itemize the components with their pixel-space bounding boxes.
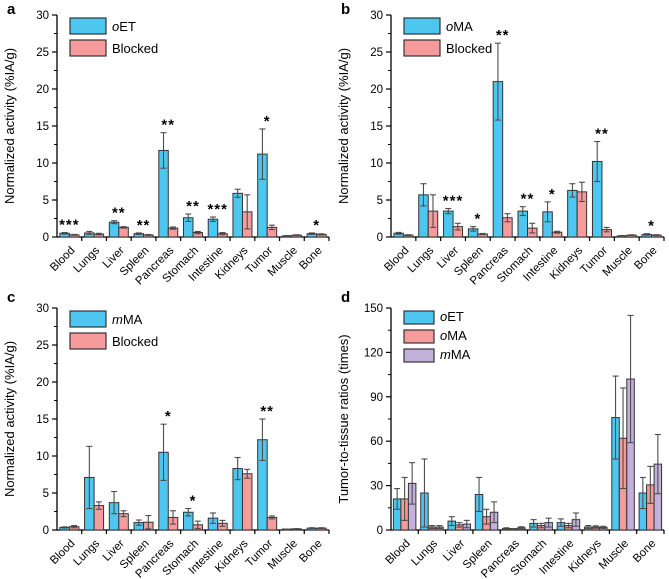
y-tick-label: 10 bbox=[36, 158, 49, 170]
y-tick-label: 5 bbox=[43, 488, 49, 500]
x-category-label: Bone bbox=[297, 538, 324, 565]
y-tick-label: 30 bbox=[36, 303, 49, 315]
significance-stars: * bbox=[190, 493, 197, 510]
significance-stars: * bbox=[648, 218, 655, 235]
legend-label: mMA bbox=[440, 347, 471, 362]
significance-stars: * bbox=[549, 186, 556, 203]
y-tick-label: 60 bbox=[370, 436, 383, 448]
panel-label-d: d bbox=[341, 289, 351, 306]
y-tick-label: 20 bbox=[370, 84, 383, 96]
panel-label-c: c bbox=[7, 289, 16, 306]
significance-stars: ** bbox=[186, 198, 200, 215]
legend-label: mMA bbox=[112, 312, 143, 327]
legend-swatch bbox=[69, 310, 107, 328]
significance-stars: * bbox=[165, 408, 172, 425]
y-tick-label: 120 bbox=[364, 347, 383, 359]
significance-stars: ** bbox=[496, 27, 510, 44]
y-tick-label: 30 bbox=[370, 481, 383, 493]
panel-c-chart: 051015202530****BloodLungsLiverSpleenPan… bbox=[2, 303, 330, 579]
legend-label: oMA bbox=[446, 19, 473, 34]
bar bbox=[241, 473, 253, 531]
legend-swatch bbox=[403, 39, 441, 57]
legend-swatch bbox=[69, 39, 107, 57]
bar bbox=[443, 210, 454, 238]
x-category-label: Bone bbox=[297, 245, 324, 272]
significance-stars: * bbox=[264, 113, 271, 130]
significance-stars: * bbox=[313, 217, 320, 234]
y-axis-title: Normalized activity (%IA/g) bbox=[2, 341, 17, 497]
x-category-label: Bone bbox=[631, 538, 658, 565]
legend-swatch bbox=[69, 17, 107, 35]
y-tick-label: 25 bbox=[36, 340, 49, 352]
significance-stars: *** bbox=[207, 201, 228, 218]
legend-label: Blocked bbox=[112, 334, 158, 349]
bar bbox=[108, 221, 120, 238]
legend-label: Blocked bbox=[446, 41, 492, 56]
y-axis-title: Normalized activity (%IA/g) bbox=[2, 48, 17, 204]
significance-stars: * bbox=[474, 211, 481, 228]
panel-label-a: a bbox=[7, 1, 16, 18]
legend-label: Blocked bbox=[112, 41, 158, 56]
x-category-label: Blood bbox=[383, 538, 412, 567]
y-tick-label: 25 bbox=[370, 47, 383, 59]
significance-stars: ** bbox=[260, 403, 274, 420]
y-tick-label: 15 bbox=[36, 414, 49, 426]
bar bbox=[232, 192, 243, 238]
legend-label: oET bbox=[440, 309, 464, 324]
significance-stars: *** bbox=[59, 217, 80, 234]
y-tick-label: 10 bbox=[36, 451, 49, 463]
x-category-label: Lungs bbox=[406, 244, 437, 275]
legend-label: oMA bbox=[440, 328, 467, 343]
y-tick-label: 0 bbox=[377, 525, 383, 537]
y-tick-label: 0 bbox=[377, 232, 383, 244]
y-tick-label: 25 bbox=[36, 47, 49, 59]
significance-stars: ** bbox=[161, 117, 175, 134]
y-tick-label: 15 bbox=[36, 121, 49, 133]
y-tick-label: 15 bbox=[370, 121, 383, 133]
y-tick-label: 30 bbox=[36, 10, 49, 22]
legend-swatch bbox=[403, 17, 441, 35]
legend-swatch bbox=[403, 310, 435, 325]
x-category-label: Muscle bbox=[597, 538, 631, 572]
y-tick-label: 0 bbox=[43, 525, 49, 537]
legend-swatch bbox=[69, 332, 107, 350]
panel-label-b: b bbox=[341, 1, 351, 18]
y-tick-label: 150 bbox=[364, 303, 383, 315]
significance-stars: ** bbox=[521, 191, 535, 208]
y-tick-label: 20 bbox=[36, 84, 49, 96]
x-category-label: Lungs bbox=[72, 244, 103, 275]
y-axis-title: Tumor-to-tissue ratios (times) bbox=[336, 334, 351, 503]
significance-stars: ** bbox=[137, 217, 151, 234]
x-category-label: Bone bbox=[632, 245, 659, 272]
legend-label: oET bbox=[112, 19, 136, 34]
significance-stars: ** bbox=[112, 205, 126, 222]
bar bbox=[118, 226, 129, 238]
legend-swatch bbox=[403, 348, 435, 363]
y-tick-label: 10 bbox=[370, 158, 383, 170]
y-tick-label: 0 bbox=[43, 232, 49, 244]
y-axis-title: Normalized activity (%IA/g) bbox=[336, 48, 351, 204]
y-tick-label: 90 bbox=[370, 392, 383, 404]
x-category-label: Lungs bbox=[72, 537, 103, 568]
y-tick-label: 20 bbox=[36, 377, 49, 389]
y-tick-label: 5 bbox=[377, 195, 383, 207]
y-tick-label: 30 bbox=[370, 10, 383, 22]
x-category-label: Lungs bbox=[409, 537, 440, 568]
y-tick-label: 5 bbox=[43, 195, 49, 207]
significance-stars: ** bbox=[595, 126, 609, 143]
significance-stars: *** bbox=[443, 193, 464, 210]
legend-swatch bbox=[403, 329, 435, 344]
